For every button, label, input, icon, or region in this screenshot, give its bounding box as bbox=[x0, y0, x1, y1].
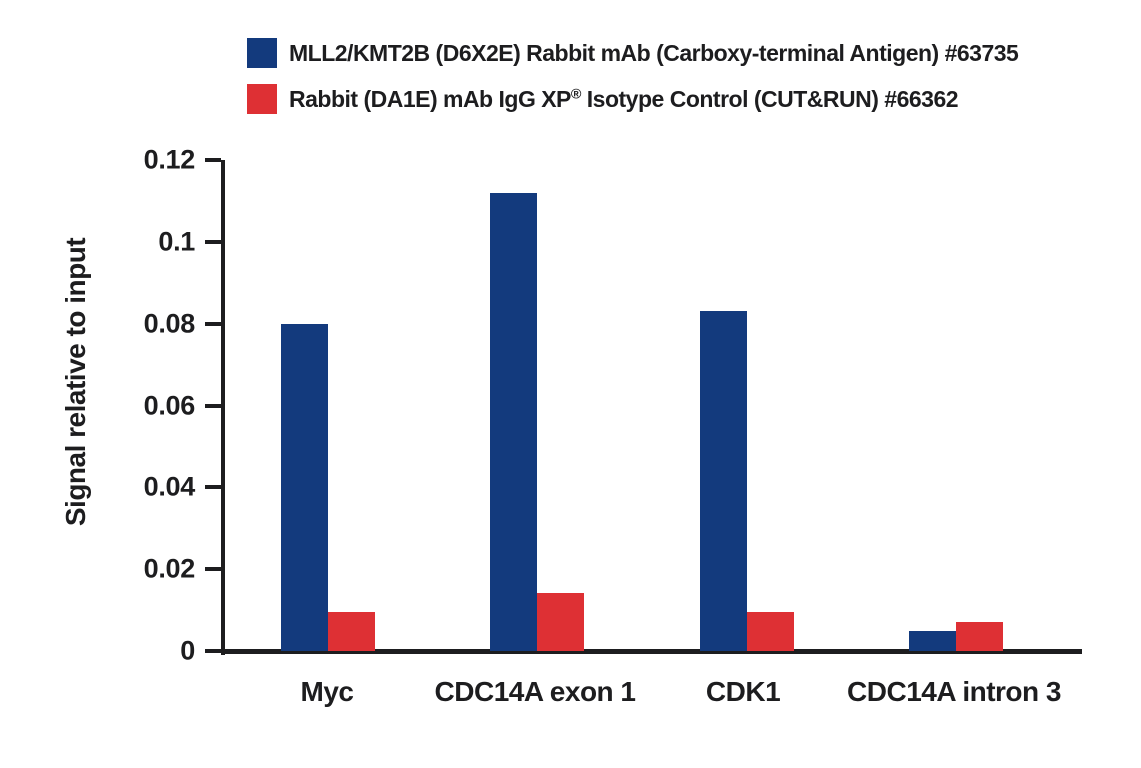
category-label: CDC14A intron 3 bbox=[847, 676, 1061, 707]
y-tick-label: 0.06 bbox=[143, 390, 196, 420]
bar bbox=[490, 192, 538, 651]
registered-trademark-symbol: ® bbox=[570, 85, 582, 102]
y-tick-label: 0.12 bbox=[143, 144, 196, 175]
legend-item-mll2: MLL2/KMT2B (D6X2E) Rabbit mAb (Carboxy-t… bbox=[247, 38, 1019, 68]
legend-label-isotype-control: Rabbit (DA1E) mAb IgG XP® Isotype Contro… bbox=[289, 85, 959, 113]
category-label: CDC14A exon 1 bbox=[434, 676, 636, 707]
y-axis-line bbox=[221, 160, 225, 655]
bar-group bbox=[642, 160, 852, 651]
y-tick-mark bbox=[205, 321, 221, 326]
bar bbox=[537, 592, 585, 651]
y-tick-mark bbox=[205, 239, 221, 244]
bar-group bbox=[852, 160, 1062, 651]
x-axis-category-labels: Myc CDC14A exon 1 CDK1 CDC14A intron 3 bbox=[223, 676, 1062, 708]
y-tick-label: 0.04 bbox=[143, 471, 196, 502]
red-square-swatch-icon bbox=[247, 84, 277, 114]
y-tick-mark bbox=[205, 485, 221, 490]
y-tick-mark bbox=[205, 567, 221, 572]
bar bbox=[746, 612, 794, 651]
legend: MLL2/KMT2B (D6X2E) Rabbit mAb (Carboxy-t… bbox=[247, 38, 1019, 114]
category-label: Myc bbox=[300, 676, 354, 707]
plot-area: 0 0.02 0.04 0.06 0.08 0.1 0.12 bbox=[144, 145, 1082, 666]
y-tick-mark bbox=[205, 649, 221, 653]
category-label: CDK1 bbox=[705, 676, 781, 707]
x-axis-line bbox=[221, 649, 1082, 654]
legend-label-mll2: MLL2/KMT2B (D6X2E) Rabbit mAb (Carboxy-t… bbox=[289, 39, 1019, 66]
blue-square-swatch-icon bbox=[247, 38, 277, 68]
y-tick-mark bbox=[205, 403, 221, 408]
y-tick-label: 0.02 bbox=[143, 553, 196, 584]
legend-item-isotype-control: Rabbit (DA1E) mAb IgG XP® Isotype Contro… bbox=[247, 84, 1018, 114]
bar-groups bbox=[223, 160, 1061, 651]
y-tick-label: 0.1 bbox=[158, 226, 195, 257]
bar-group bbox=[433, 160, 643, 651]
legend-label-post: Isotype Control (CUT&RUN) #66362 bbox=[580, 85, 959, 112]
bar bbox=[327, 612, 375, 651]
bar bbox=[909, 630, 957, 651]
legend-label-pre: Rabbit (DA1E) mAb IgG XP bbox=[289, 85, 571, 112]
y-tick-label: 0.08 bbox=[143, 308, 196, 339]
bar bbox=[956, 622, 1004, 651]
bar-group bbox=[223, 160, 433, 651]
y-axis-title: Signal relative to input bbox=[60, 237, 91, 527]
y-tick-mark bbox=[205, 158, 221, 162]
bar bbox=[280, 323, 328, 651]
bar bbox=[699, 311, 747, 651]
y-tick-label: 0 bbox=[180, 635, 195, 666]
